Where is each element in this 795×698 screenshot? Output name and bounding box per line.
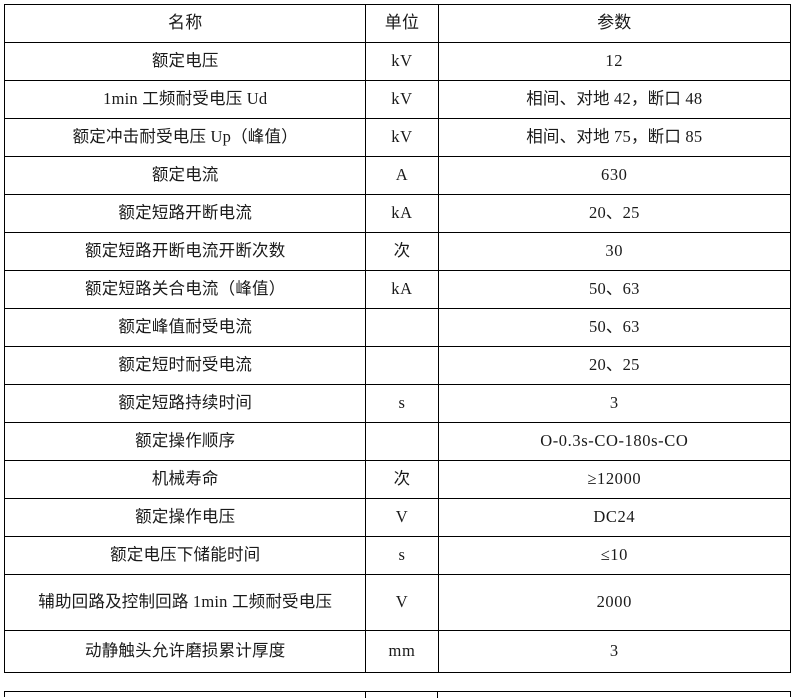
- table-row: 额定电流 A 630: [3, 156, 792, 195]
- row-name: 额定电压下储能时间: [3, 536, 367, 575]
- table-row: 动静触头允许磨损累计厚度 mm 3: [3, 630, 792, 673]
- row-unit: V: [365, 574, 439, 631]
- row-param: 20、25: [437, 194, 792, 233]
- table-row: 额定峰值耐受电流 50、63: [3, 308, 792, 347]
- table-row: 额定冲击耐受电压 Up（峰值） kV 相间、对地 75，断口 85: [3, 118, 792, 157]
- table-row: 额定操作电压 V DC24: [3, 498, 792, 537]
- table-row: 额定电压 kV 12: [3, 42, 792, 81]
- row-name: 1min 工频耐受电压 Ud: [3, 80, 367, 119]
- table-row: 额定短路持续时间 s 3: [3, 384, 792, 423]
- row-param: 20、25: [437, 346, 792, 385]
- row-unit: [365, 422, 439, 461]
- row-unit: kV: [365, 42, 439, 81]
- row-param: 相间、对地 75，断口 85: [437, 118, 792, 157]
- table-header-row: 名称 单位 参数: [3, 4, 792, 43]
- table-row: 额定短时耐受电流 20、25: [3, 346, 792, 385]
- row-unit: mm: [365, 630, 439, 673]
- row-unit: s: [365, 536, 439, 575]
- row-unit: kA: [365, 270, 439, 309]
- table-next-row-sliver: [4, 691, 791, 698]
- table-row: 额定操作顺序 O-0.3s-CO-180s-CO: [3, 422, 792, 461]
- column-header-param: 参数: [437, 4, 792, 43]
- row-unit: 次: [365, 460, 439, 499]
- table-row: 辅助回路及控制回路 1min 工频耐受电压 V 2000: [3, 574, 792, 631]
- row-name: 额定电流: [3, 156, 367, 195]
- row-param: 50、63: [437, 308, 792, 347]
- row-name: 辅助回路及控制回路 1min 工频耐受电压: [3, 574, 367, 631]
- table-row: 额定短路开断电流开断次数 次 30: [3, 232, 792, 271]
- table-row: 额定短路关合电流（峰值） kA 50、63: [3, 270, 792, 309]
- sliver-divider-1: [365, 692, 366, 698]
- row-param: O-0.3s-CO-180s-CO: [437, 422, 792, 461]
- row-param: 2000: [437, 574, 792, 631]
- row-name: 额定冲击耐受电压 Up（峰值）: [3, 118, 367, 157]
- row-unit: 次: [365, 232, 439, 271]
- row-name: 额定操作顺序: [3, 422, 367, 461]
- row-param: DC24: [437, 498, 792, 537]
- row-name: 额定短路关合电流（峰值）: [3, 270, 367, 309]
- row-name: 动静触头允许磨损累计厚度: [3, 630, 367, 673]
- row-param: 30: [437, 232, 792, 271]
- row-name: 额定短路开断电流: [3, 194, 367, 233]
- row-unit: kV: [365, 118, 439, 157]
- row-param: 3: [437, 384, 792, 423]
- row-name: 额定峰值耐受电流: [3, 308, 367, 347]
- specification-table-container: 名称 单位 参数 额定电压 kV 12 1min 工频耐受电压 Ud kV 相间…: [3, 4, 792, 673]
- row-unit: kV: [365, 80, 439, 119]
- row-name: 额定短时耐受电流: [3, 346, 367, 385]
- row-param: 3: [437, 630, 792, 673]
- row-param: 12: [437, 42, 792, 81]
- row-param: 相间、对地 42，断口 48: [437, 80, 792, 119]
- row-unit: A: [365, 156, 439, 195]
- row-unit: V: [365, 498, 439, 537]
- row-name: 机械寿命: [3, 460, 367, 499]
- sliver-divider-2: [437, 692, 438, 698]
- specification-table: 名称 单位 参数 额定电压 kV 12 1min 工频耐受电压 Ud kV 相间…: [3, 4, 792, 673]
- row-name: 额定操作电压: [3, 498, 367, 537]
- row-unit: [365, 308, 439, 347]
- row-param: ≤10: [437, 536, 792, 575]
- table-row: 1min 工频耐受电压 Ud kV 相间、对地 42，断口 48: [3, 80, 792, 119]
- row-unit: kA: [365, 194, 439, 233]
- table-row: 额定电压下储能时间 s ≤10: [3, 536, 792, 575]
- row-unit: [365, 346, 439, 385]
- row-name: 额定电压: [3, 42, 367, 81]
- row-name: 额定短路开断电流开断次数: [3, 232, 367, 271]
- column-header-name: 名称: [3, 4, 367, 43]
- row-name: 额定短路持续时间: [3, 384, 367, 423]
- column-header-unit: 单位: [365, 4, 439, 43]
- table-row: 额定短路开断电流 kA 20、25: [3, 194, 792, 233]
- row-unit: s: [365, 384, 439, 423]
- table-body: 名称 单位 参数 额定电压 kV 12 1min 工频耐受电压 Ud kV 相间…: [3, 4, 792, 673]
- row-param: ≥12000: [437, 460, 792, 499]
- row-param: 50、63: [437, 270, 792, 309]
- table-row: 机械寿命 次 ≥12000: [3, 460, 792, 499]
- row-param: 630: [437, 156, 792, 195]
